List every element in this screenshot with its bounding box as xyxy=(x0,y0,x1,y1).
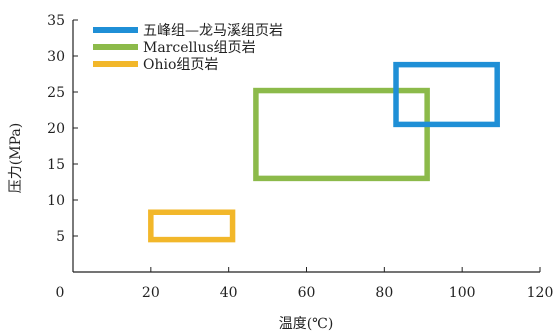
y-tick-label: 30 xyxy=(47,49,65,65)
y-tick-label: 25 xyxy=(47,85,65,101)
x-tick-label: 60 xyxy=(298,285,316,301)
legend-label: 五峰组—龙马溪组页岩 xyxy=(143,23,283,39)
y-tick-label: 35 xyxy=(47,13,65,29)
y-axis-title: 压力(MPa) xyxy=(8,123,24,193)
series-layer xyxy=(148,61,500,243)
x-tick-label: 0 xyxy=(56,285,65,301)
legend-label: Ohio组页岩 xyxy=(143,57,218,73)
y-tick-label: 10 xyxy=(47,193,65,209)
y-tick-label: 15 xyxy=(47,157,65,173)
x-tick-label: 120 xyxy=(527,285,554,301)
x-axis: 0 20 40 60 80 100 120 xyxy=(56,267,554,301)
legend-label: Marcellus组页岩 xyxy=(143,40,256,56)
x-tick-label: 40 xyxy=(220,285,238,301)
x-tick-label: 100 xyxy=(449,285,476,301)
series-region-1 xyxy=(253,87,430,182)
x-tick-label: 20 xyxy=(142,285,160,301)
y-tick-label: 5 xyxy=(56,229,65,245)
y-axis: 5 10 15 20 25 30 35 xyxy=(47,13,78,272)
series-region-2 xyxy=(148,209,236,243)
y-tick-label: 20 xyxy=(47,121,65,137)
x-tick-label: 80 xyxy=(375,285,393,301)
series-region-0 xyxy=(393,61,500,128)
x-axis-title: 温度(℃) xyxy=(279,316,334,332)
